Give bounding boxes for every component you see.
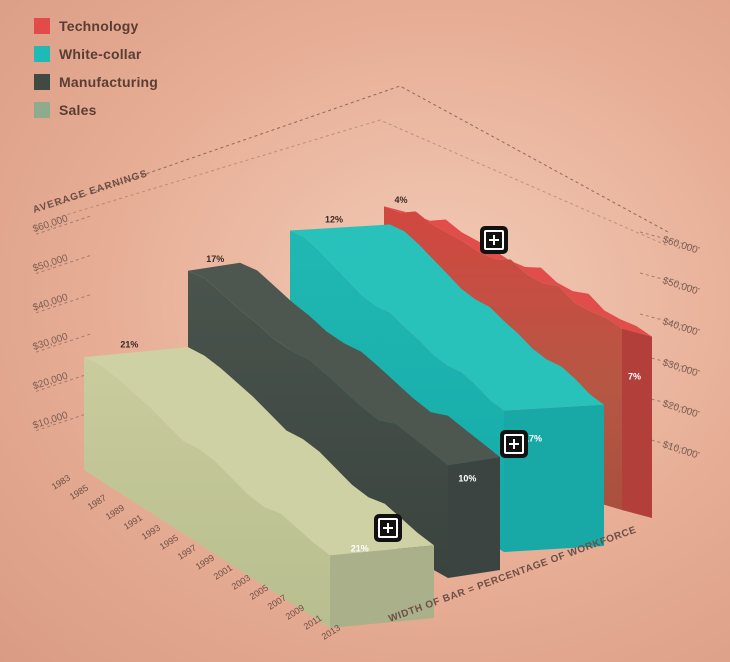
bars-layer: [84, 206, 652, 628]
x-tick-label: 1989: [104, 503, 126, 522]
share-label-start: 4%: [395, 195, 408, 205]
x-tick-label: 1991: [122, 513, 144, 532]
y-gridline-right: [639, 436, 701, 454]
x-tick-label: 1999: [194, 553, 216, 572]
x-tick-label: 1987: [86, 493, 108, 512]
axes-layer: [35, 85, 701, 454]
legend-swatch-sales: [34, 102, 50, 118]
legend-swatch-white-collar: [34, 46, 50, 62]
share-label-start: 12%: [325, 214, 343, 224]
legend-item-white-collar[interactable]: White-collar: [34, 40, 158, 68]
share-label-start: 17%: [206, 254, 224, 264]
ribbon-top-face: [188, 262, 500, 466]
ribbon-end-face: [330, 545, 434, 628]
x-tick-label: 1993: [140, 523, 162, 542]
y-gridline-right: [639, 395, 701, 413]
legend-swatch-technology: [34, 18, 50, 34]
y-tick-label-left: $40,000: [32, 292, 70, 314]
y-tick-label-left: $20,000: [32, 371, 70, 393]
ribbon-top-face: [384, 206, 652, 337]
legend-label-sales: Sales: [59, 102, 97, 118]
ribbon-end-face: [622, 328, 652, 518]
x-tick-label: 1997: [176, 543, 198, 562]
grid-line: [55, 119, 669, 247]
share-label-end: 10%: [458, 474, 476, 484]
share-label-start: 21%: [120, 340, 138, 350]
grid-line-top: [55, 85, 669, 233]
share-label-end: 7%: [628, 371, 641, 381]
y-tick-label-right: $50,000: [661, 275, 699, 297]
y-tick-label-left: $50,000: [32, 253, 70, 275]
plus-icon: [504, 434, 524, 454]
ribbon-top-face: [290, 224, 604, 411]
ribbon-front-face: [188, 270, 448, 578]
legend-label-manufacturing: Manufacturing: [59, 74, 159, 90]
ribbon-end-face: [448, 457, 500, 578]
ribbon-top-face: [84, 347, 434, 556]
ribbon-manufacturing: [188, 262, 500, 578]
y-tick-label-left: $60,000: [32, 213, 70, 235]
expand-technology-button[interactable]: [480, 226, 508, 254]
y-gridline-right: [639, 354, 701, 372]
ribbon-sales: [84, 347, 434, 628]
legend-label-white-collar: White-collar: [59, 46, 142, 62]
legend: Technology White-collar Manufacturing Sa…: [34, 12, 158, 124]
x-tick-label: 1983: [50, 473, 72, 492]
ribbon-front-face: [84, 357, 330, 628]
expand-sales-button[interactable]: [374, 514, 402, 542]
y-tick-label-right: $10,000: [661, 439, 699, 461]
x-tick-label: 2001: [212, 563, 234, 582]
y-tick-label-right: $60,000: [661, 234, 699, 256]
y-gridline-right: [639, 313, 701, 331]
legend-item-technology[interactable]: Technology: [34, 12, 158, 40]
y-tick-label-right: $20,000: [661, 398, 699, 420]
x-tick-label: 1985: [68, 483, 90, 502]
legend-swatch-manufacturing: [34, 74, 50, 90]
expand-manufacturing-button[interactable]: [500, 430, 528, 458]
x-tick-label: 1995: [158, 533, 180, 552]
share-label-end: 17%: [524, 433, 542, 443]
y-tick-label-right: $30,000: [661, 357, 699, 379]
y-tick-label-left: $10,000: [32, 410, 70, 432]
y-gridline-right: [639, 272, 701, 290]
plus-icon: [378, 518, 398, 538]
legend-item-sales[interactable]: Sales: [34, 96, 158, 124]
y-gridline-right: [639, 231, 701, 249]
legend-label-technology: Technology: [59, 18, 139, 34]
y-axis-label: AVERAGE EARNINGS: [32, 168, 150, 216]
legend-item-manufacturing[interactable]: Manufacturing: [34, 68, 158, 96]
y-tick-label-left: $30,000: [32, 331, 70, 353]
y-tick-label-right: $40,000: [661, 316, 699, 338]
share-label-end: 21%: [351, 544, 369, 554]
plus-icon: [484, 230, 504, 250]
ribbon-end-face: [504, 404, 604, 552]
